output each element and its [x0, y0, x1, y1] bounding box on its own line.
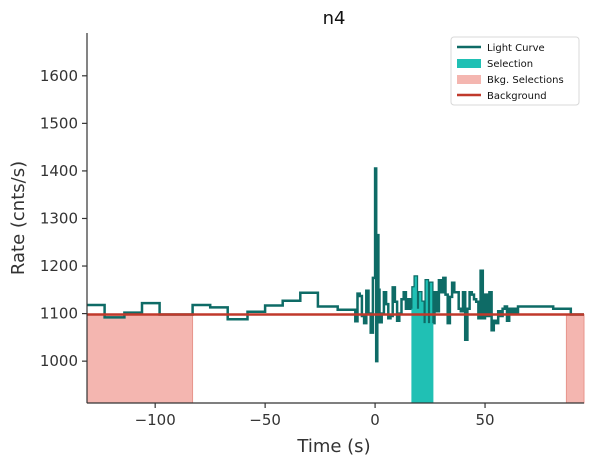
x-tick-label: −100	[135, 411, 176, 429]
x-tick-label: −50	[249, 411, 281, 429]
y-tick-label: 1600	[40, 67, 78, 85]
y-tick-label: 1000	[40, 352, 78, 370]
legend-box	[450, 36, 580, 106]
x-tick-label: 0	[370, 411, 380, 429]
y-tick-label: 1100	[40, 305, 78, 323]
legend: Light Curve Selection Bkg. Selections Backg…	[450, 36, 580, 106]
legend-label: Background	[487, 91, 547, 102]
legend-label: Selection	[487, 59, 533, 70]
legend-label: Light Curve	[487, 43, 545, 54]
y-tick-label: 1300	[40, 209, 78, 227]
chart-title: n4	[323, 8, 346, 29]
plot-area	[86, 167, 585, 404]
legend-swatch	[457, 59, 481, 68]
x-axis-label: Time (s)	[296, 436, 370, 457]
y-axis-label: Rate (cnts/s)	[8, 161, 29, 275]
tick-labels: −100 −50 0 50 1000 1100 1200 1300 1400 1500 1600	[40, 67, 495, 429]
selection-region	[411, 276, 434, 403]
legend-label: Bkg. Selections	[487, 75, 564, 86]
bkg-selection-region-2	[565, 314, 585, 404]
legend-swatch	[457, 75, 481, 84]
axes	[82, 33, 584, 408]
bkg-selection-region-1	[86, 314, 194, 404]
y-tick-label: 1400	[40, 162, 78, 180]
x-tick-label: 50	[475, 411, 494, 429]
y-tick-label: 1500	[40, 114, 78, 132]
y-tick-label: 1200	[40, 257, 78, 275]
